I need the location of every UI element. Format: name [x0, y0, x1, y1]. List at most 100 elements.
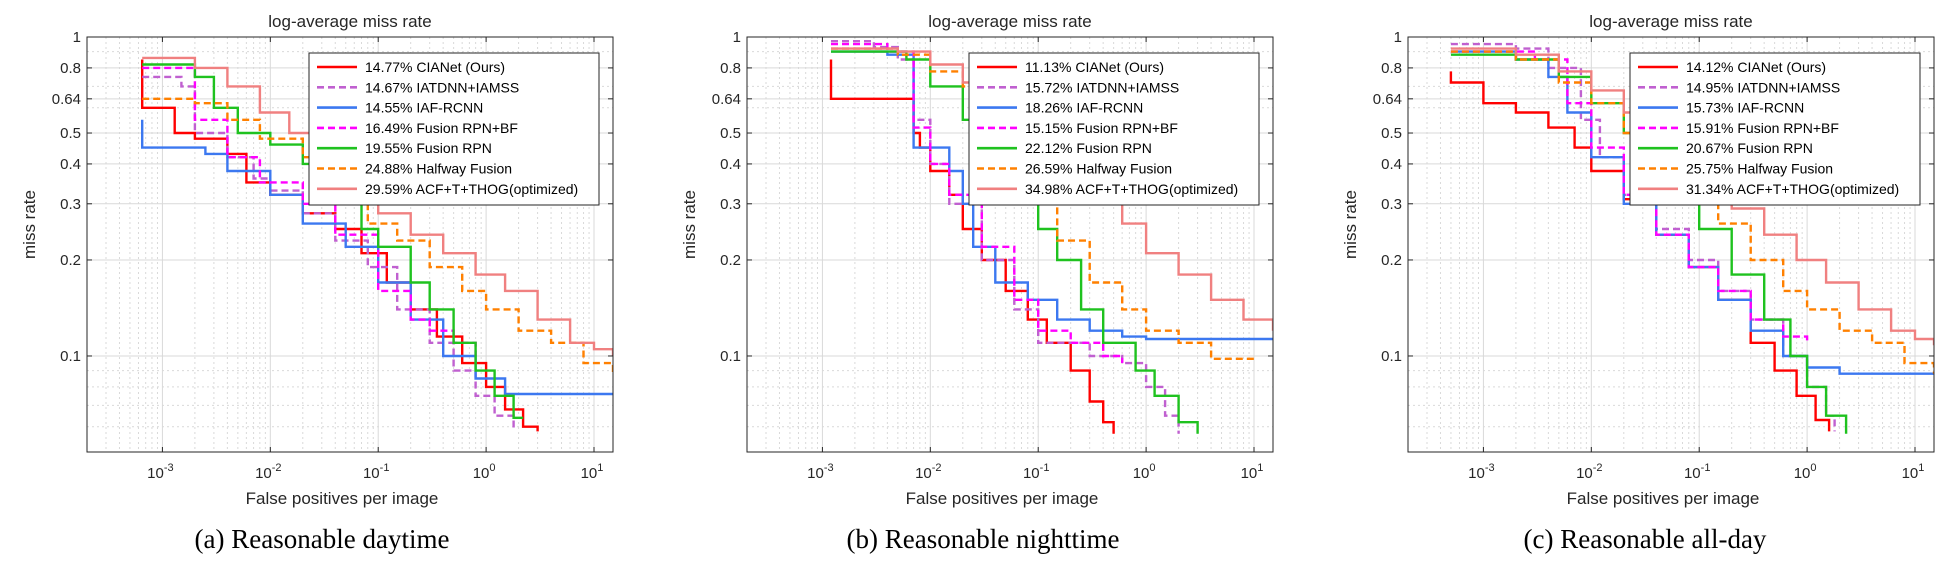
x-tick-label: 10-2 [915, 462, 941, 482]
y-tick-label: 0.3 [60, 196, 81, 213]
y-tick-label: 0.64 [52, 91, 81, 108]
y-tick-label: 0.4 [1381, 156, 1402, 173]
y-axis-label: miss rate [680, 190, 699, 259]
y-tick-label: 0.1 [1381, 348, 1402, 365]
y-tick-label: 1 [1394, 29, 1402, 46]
chart-title: log-average miss rate [1589, 12, 1752, 31]
axes-box [1407, 36, 1935, 453]
subfigure-caption: (a) Reasonable daytime [195, 524, 450, 554]
legend-box [1629, 52, 1921, 206]
legend: 14.77% CIANet (Ours) 14.67% IATDNN+IAMSS 1… [308, 52, 600, 206]
x-tick-label: 10-2 [1576, 462, 1602, 482]
axes-box [746, 36, 1274, 453]
series-group [1449, 42, 1934, 434]
x-tick-label: 10-3 [147, 462, 173, 482]
legend-label: 24.88% Halfway Fusion [365, 161, 512, 177]
y-tick-label: 0.64 [712, 91, 741, 108]
series-line [831, 50, 1199, 434]
x-axis-label: False positives per image [1567, 489, 1760, 508]
series-line [142, 63, 524, 419]
legend-box [968, 52, 1260, 206]
subfigure-caption: (b) Reasonable nighttime [847, 524, 1120, 554]
x-tick-label: 100 [473, 462, 496, 482]
y-tick-label: 0.1 [60, 348, 81, 365]
y-tick-label: 0.2 [60, 252, 81, 269]
legend-label: 14.77% CIANet (Ours) [365, 59, 505, 75]
y-axis-label: miss rate [20, 190, 39, 259]
legend-label: 31.34% ACF+T+THOG(optimized) [1686, 181, 1899, 197]
legend-label: 22.12% Fusion RPN [1025, 140, 1152, 156]
series-line [142, 56, 613, 356]
chart-title: log-average miss rate [268, 12, 431, 31]
y-tick-label: 0.64 [1373, 91, 1402, 108]
x-axis: 10-3 10-2 10-1 100 101 [147, 37, 603, 482]
x-tick-label: 10-2 [255, 462, 281, 482]
legend-label: 15.91% Fusion RPN+BF [1686, 120, 1839, 136]
series-line [831, 42, 1124, 364]
chart-panel-1: 10-3 10-2 10-1 100 101 0.1 0.2 0.3 0.4 0.5 0.64 0.8… [20, 12, 614, 554]
series-line [142, 66, 477, 356]
y-tick-label: 0.5 [60, 125, 81, 142]
y-axis: 0.1 0.2 0.3 0.4 0.5 0.64 0.8 1 [52, 29, 613, 365]
legend-label: 15.73% IAF-RCNN [1686, 100, 1804, 116]
legend-label: 29.59% ACF+T+THOG(optimized) [365, 181, 578, 197]
x-tick-label: 101 [1902, 462, 1925, 482]
legend-label: 11.13% CIANet (Ours) [1025, 59, 1164, 75]
x-axis: 10-3 10-2 10-1 100 101 [1468, 37, 1924, 482]
y-tick-label: 0.8 [720, 60, 741, 77]
legend-label: 14.67% IATDNN+IAMSS [365, 79, 519, 95]
legend-label: 19.55% Fusion RPN [365, 140, 492, 156]
chart-title: log-average miss rate [928, 12, 1091, 31]
legend-label: 15.15% Fusion RPN+BF [1025, 120, 1178, 136]
chart-panel-2: 10-3 10-2 10-1 100 101 0.1 0.2 0.3 0.4 0.5 0.64 0.8… [680, 12, 1274, 554]
legend-label: 20.67% Fusion RPN [1686, 140, 1813, 156]
chart-panel-3: 10-3 10-2 10-1 100 101 0.1 0.2 0.3 0.4 0.5 0.64 0.8… [1341, 12, 1935, 554]
series-line [831, 47, 1254, 360]
x-tick-label: 10-3 [807, 462, 833, 482]
x-tick-label: 101 [1241, 462, 1264, 482]
x-tick-label: 100 [1133, 462, 1156, 482]
y-axis-label: miss rate [1341, 190, 1360, 259]
y-tick-label: 1 [733, 29, 741, 46]
y-tick-label: 0.4 [720, 156, 741, 173]
legend-box [308, 52, 600, 206]
x-tick-label: 10-3 [1468, 462, 1494, 482]
x-tick-label: 10-1 [1684, 462, 1710, 482]
series-line [1450, 47, 1934, 346]
y-axis: 0.1 0.2 0.3 0.4 0.5 0.64 0.8 1 [1373, 29, 1934, 365]
legend: 14.12% CIANet (Ours) 14.95% IATDNN+IAMSS 1… [1629, 52, 1921, 206]
y-tick-label: 0.8 [60, 60, 81, 77]
legend-label: 14.95% IATDNN+IAMSS [1686, 79, 1840, 95]
y-tick-label: 1 [73, 29, 81, 46]
y-tick-label: 0.4 [60, 156, 81, 173]
series-line [142, 97, 613, 374]
legend-label: 26.59% Halfway Fusion [1025, 161, 1172, 177]
x-axis-label: False positives per image [906, 489, 1099, 508]
legend-label: 16.49% Fusion RPN+BF [365, 120, 518, 136]
legend-label: 15.72% IATDNN+IAMSS [1025, 79, 1179, 95]
y-tick-label: 0.2 [720, 252, 741, 269]
x-tick-label: 10-1 [363, 462, 389, 482]
x-tick-label: 100 [1794, 462, 1817, 482]
x-axis: 10-3 10-2 10-1 100 101 [807, 37, 1263, 482]
y-tick-label: 0.5 [720, 125, 741, 142]
legend-label: 14.12% CIANet (Ours) [1686, 59, 1826, 75]
axes-box [86, 36, 614, 453]
legend-label: 25.75% Halfway Fusion [1686, 161, 1833, 177]
y-tick-label: 0.3 [720, 196, 741, 213]
x-axis-label: False positives per image [246, 489, 439, 508]
y-tick-label: 0.5 [1381, 125, 1402, 142]
series-line [142, 75, 515, 432]
y-tick-label: 0.1 [720, 348, 741, 365]
y-tick-label: 0.8 [1381, 60, 1402, 77]
legend-label: 18.26% IAF-RCNN [1025, 100, 1143, 116]
legend-label: 14.55% IAF-RCNN [365, 100, 483, 116]
legend-label: 34.98% ACF+T+THOG(optimized) [1025, 181, 1238, 197]
x-tick-label: 101 [581, 462, 604, 482]
x-tick-label: 10-1 [1023, 462, 1049, 482]
series-line [1450, 50, 1934, 374]
legend: 11.13% CIANet (Ours) 15.72% IATDNN+IAMSS 1… [968, 52, 1260, 206]
y-tick-label: 0.3 [1381, 196, 1402, 213]
subfigure-caption: (c) Reasonable all-day [1524, 524, 1767, 554]
